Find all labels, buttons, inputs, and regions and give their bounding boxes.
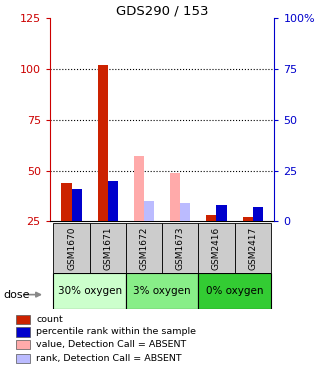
- Text: rank, Detection Call = ABSENT: rank, Detection Call = ABSENT: [36, 354, 182, 363]
- Bar: [162, 223, 198, 273]
- Text: GSM1671: GSM1671: [103, 226, 112, 270]
- Bar: [180, 203, 190, 221]
- Bar: [235, 223, 271, 273]
- Title: GDS290 / 153: GDS290 / 153: [116, 4, 208, 17]
- Bar: [134, 156, 144, 221]
- Bar: [53, 223, 90, 273]
- Text: percentile rank within the sample: percentile rank within the sample: [36, 328, 196, 336]
- Bar: [126, 223, 162, 273]
- Bar: [53, 273, 126, 309]
- Bar: [126, 273, 198, 309]
- Bar: [206, 215, 216, 221]
- Bar: [216, 205, 227, 221]
- Bar: [98, 65, 108, 221]
- Text: value, Detection Call = ABSENT: value, Detection Call = ABSENT: [36, 340, 187, 349]
- Bar: [170, 173, 180, 221]
- Bar: [72, 189, 82, 221]
- Bar: [198, 223, 235, 273]
- Text: 3% oxygen: 3% oxygen: [133, 286, 191, 296]
- Bar: [61, 183, 72, 221]
- Text: GSM2416: GSM2416: [212, 226, 221, 270]
- Text: 30% oxygen: 30% oxygen: [57, 286, 122, 296]
- Text: 0% oxygen: 0% oxygen: [206, 286, 263, 296]
- Bar: [198, 273, 271, 309]
- Text: GSM1672: GSM1672: [140, 226, 149, 270]
- Bar: [253, 207, 263, 221]
- Text: GSM2417: GSM2417: [248, 226, 257, 270]
- Bar: [16, 340, 30, 349]
- Text: count: count: [36, 315, 63, 324]
- Text: GSM1673: GSM1673: [176, 226, 185, 270]
- Bar: [16, 354, 30, 363]
- Bar: [243, 217, 253, 221]
- Text: dose: dose: [3, 290, 30, 300]
- Bar: [108, 181, 118, 221]
- Bar: [144, 201, 154, 221]
- Text: GSM1670: GSM1670: [67, 226, 76, 270]
- Bar: [16, 315, 30, 324]
- Bar: [16, 328, 30, 336]
- Bar: [90, 223, 126, 273]
